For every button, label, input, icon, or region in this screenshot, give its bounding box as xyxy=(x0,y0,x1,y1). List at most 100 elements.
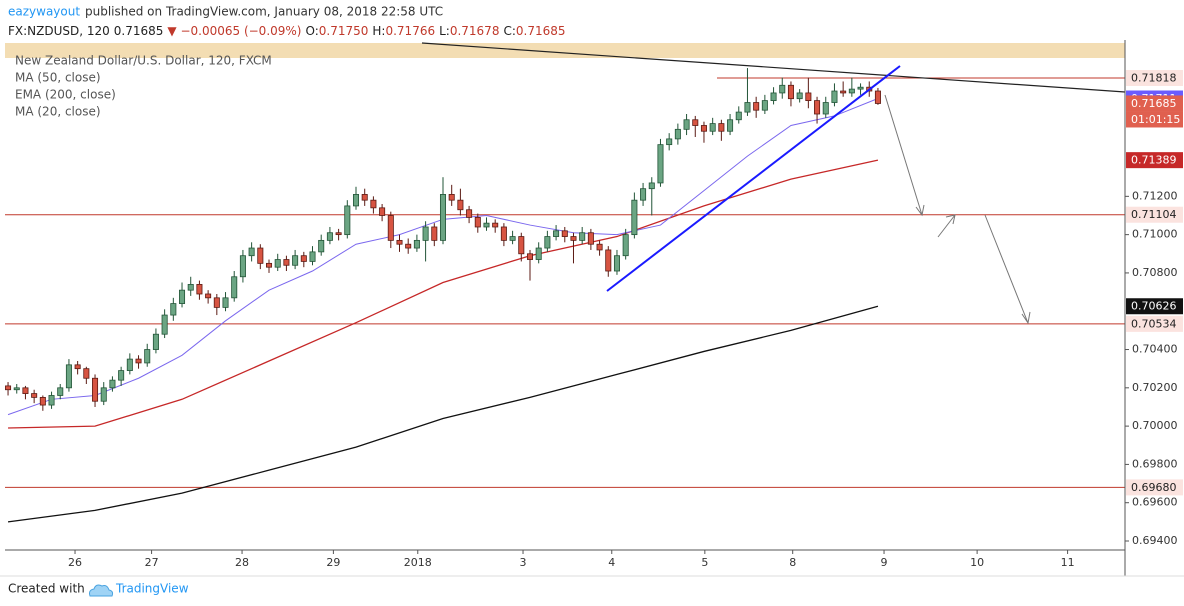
candle-body xyxy=(144,349,151,364)
candle-body xyxy=(657,144,664,184)
candle-body xyxy=(292,255,299,266)
candle-body xyxy=(48,395,55,406)
quote-line: FX:NZDUSD, 120 0.71685 ▼ −0.00065 (−0.09%)… xyxy=(8,24,566,38)
candle-body xyxy=(222,297,229,308)
candle-body xyxy=(326,232,333,241)
candle-body xyxy=(170,303,177,316)
author: eazywayout xyxy=(8,5,80,19)
candle-body xyxy=(361,194,368,201)
price-label xyxy=(1126,315,1183,332)
quote-item: L: xyxy=(439,24,450,38)
candle-body xyxy=(526,253,533,260)
candle-body xyxy=(579,232,586,241)
candle-body xyxy=(744,102,751,113)
price-label-text: 0.71104 xyxy=(1131,208,1177,221)
candle-body xyxy=(22,387,29,394)
quote-item: 0.71678 xyxy=(450,24,500,38)
candle-body xyxy=(822,102,829,115)
candle-body xyxy=(161,314,168,335)
price-label-text: 0.71818 xyxy=(1131,72,1177,85)
candle-body xyxy=(387,215,394,241)
legend-entry: MA (50, close) xyxy=(15,71,101,85)
candle-body xyxy=(718,123,725,132)
quote-item: ▼ −0.00065 (−0.09%) xyxy=(167,24,301,38)
candle-body xyxy=(179,289,186,304)
y-tick-label: 0.69600 xyxy=(1132,496,1178,509)
x-tick-label: 9 xyxy=(881,556,888,569)
y-tick-label: 0.71000 xyxy=(1132,228,1178,241)
candle-body xyxy=(587,232,594,245)
countdown-box xyxy=(1126,111,1183,128)
candle-body xyxy=(187,284,194,291)
candle-body xyxy=(213,297,220,308)
candle-body xyxy=(126,358,133,371)
candle-body xyxy=(439,194,447,241)
candle-body xyxy=(483,222,490,228)
candle-body xyxy=(379,207,386,216)
candle-body xyxy=(118,370,125,381)
candle-body xyxy=(596,243,603,251)
moving-average xyxy=(7,305,879,523)
candle-body xyxy=(309,251,316,262)
candle-body xyxy=(413,239,420,249)
x-tick-label: 27 xyxy=(145,556,159,569)
y-tick-label: 0.69800 xyxy=(1132,457,1178,470)
arrow xyxy=(984,214,1031,325)
candle-body xyxy=(74,364,81,370)
quote-item: C: xyxy=(503,24,515,38)
quote-item: 0.71766 xyxy=(385,24,435,38)
candle-body xyxy=(448,194,455,201)
candle-body xyxy=(805,92,812,102)
candle-body xyxy=(205,293,212,299)
candle-body xyxy=(613,255,620,272)
candle-body xyxy=(474,217,481,228)
candle-body xyxy=(248,247,255,257)
arrow xyxy=(937,214,956,238)
price-label-text: 0.71685 xyxy=(1131,97,1177,110)
candle-body xyxy=(814,100,821,115)
candle-body xyxy=(83,368,90,379)
candle-body xyxy=(65,364,72,389)
candle-body xyxy=(196,284,203,295)
candle-body xyxy=(666,138,673,146)
arrow xyxy=(884,94,925,217)
candle-body xyxy=(370,199,377,209)
candle-body xyxy=(39,396,46,406)
candle-body xyxy=(840,90,847,94)
price-label xyxy=(1126,152,1183,169)
candle-body xyxy=(727,119,734,132)
candle-body xyxy=(692,119,699,126)
candle-body xyxy=(848,88,855,94)
x-tick-label: 29 xyxy=(326,556,340,569)
candle-body xyxy=(92,377,99,402)
candle-body xyxy=(535,247,542,260)
x-tick-label: 28 xyxy=(235,556,249,569)
x-tick-label: 26 xyxy=(68,556,82,569)
quote-item: 0.71685 xyxy=(114,24,164,38)
candle-body xyxy=(274,259,281,268)
candle-body xyxy=(13,387,20,391)
x-tick-label: 3 xyxy=(520,556,527,569)
candle-body xyxy=(674,128,681,140)
candle-body xyxy=(500,226,507,241)
candle-body xyxy=(335,232,342,236)
candle-body xyxy=(492,222,499,228)
candle-body xyxy=(344,205,351,236)
candle-body xyxy=(135,358,142,364)
candle-body xyxy=(761,100,768,111)
candle-body xyxy=(283,259,290,266)
candle-body xyxy=(518,236,525,255)
candle-body xyxy=(300,255,307,262)
candle-body xyxy=(544,236,551,249)
price-label-text: 0.70626 xyxy=(1131,300,1177,313)
price-label-text: 0.71389 xyxy=(1131,154,1177,167)
candle-body xyxy=(779,84,786,94)
candle-body xyxy=(5,385,12,391)
candle-body xyxy=(796,92,803,100)
candle-body xyxy=(405,243,412,249)
candle-body xyxy=(239,255,246,278)
y-tick-label: 0.69400 xyxy=(1132,534,1178,547)
candle-body xyxy=(152,333,159,350)
candle-body xyxy=(787,84,794,100)
